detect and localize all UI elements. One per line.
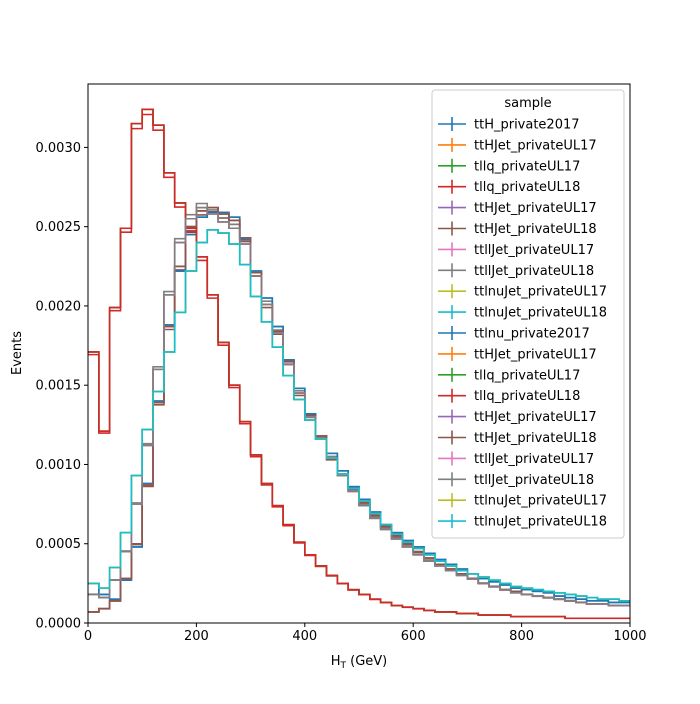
series-line-20 [88,229,630,602]
y-tick-label: 0.0020 [36,299,82,314]
legend-handle [438,200,466,215]
legend-entry-label: ttHJet_privateUL17 [474,201,597,216]
legend-box [431,89,625,539]
legend-handle [438,493,466,508]
legend-handle [438,367,466,382]
y-axis: 0.0000 0.0005 0.0010 0.0015 0.0020 0.0025 0.00… [36,141,88,632]
legend: samplettH_private2017ttHJet_privateUL17t… [431,89,625,539]
y-tick-label: 0.0025 [36,220,82,235]
legend-entry-label: ttlnuJet_privateUL17 [474,494,607,509]
legend-entry-label: tllq_privateUL18 [474,180,580,195]
x-tick-label: 1000 [613,629,646,644]
x-tick-label: 200 [184,629,209,644]
legend-handle [438,472,466,487]
legend-entry-label: ttlnu_private2017 [474,327,590,342]
x-tick-label: 0 [84,629,92,644]
legend-handle [438,179,466,194]
legend-entry-label: ttHJet_privateUL18 [474,222,597,237]
legend-entry-label: ttHJet_privateUL17 [474,138,597,153]
legend-handle [438,242,466,257]
legend-title: sample [504,96,551,111]
legend-entry-label: ttHJet_privateUL17 [474,347,597,362]
legend-entry-label: ttllJet_privateUL17 [474,452,594,467]
legend-entry-label: tllq_privateUL17 [474,368,580,383]
legend-handle [438,409,466,424]
series-line-18 [88,206,630,607]
legend-handle [438,346,466,361]
y-tick-label: 0.0000 [36,617,82,632]
legend-entry-label: ttllJet_privateUL17 [474,243,594,258]
legend-entry-label: ttlnuJet_privateUL18 [474,306,607,321]
y-tick-label: 0.0005 [36,537,82,552]
x-tick-label: 400 [292,629,317,644]
legend-entry-label: ttllJet_privateUL18 [474,264,594,279]
x-axis: 0 200 400 600 800 1000 [84,623,647,644]
legend-handle [438,158,466,173]
legend-handle [438,388,466,403]
x-tick-label: 600 [401,629,426,644]
legend-handle [438,430,466,445]
legend-entry-label: ttllJet_privateUL18 [474,473,594,488]
legend-entry-label: tllq_privateUL18 [474,389,580,404]
legend-handle [438,117,466,131]
legend-entry-label: ttHJet_privateUL18 [474,431,597,446]
legend-entry-label: ttH_private2017 [474,118,580,133]
legend-handle [438,284,466,299]
legend-entry-label: ttlnuJet_privateUL18 [474,515,607,530]
legend-entry-label: ttHJet_privateUL17 [474,410,597,425]
axes-frame [87,83,631,624]
legend-entry-label: tllq_privateUL17 [474,159,580,174]
legend-handle [438,137,466,152]
legend-handle [438,514,466,529]
series-line-14 [88,108,630,620]
x-axis-label: HT (GeV) [331,654,388,671]
legend-handle [438,451,466,466]
legend-entry-label: ttlnuJet_privateUL17 [474,285,607,300]
legend-handle [438,263,466,278]
y-tick-label: 0.0010 [36,458,82,473]
legend-handle [438,305,466,320]
y-tick-label: 0.0030 [36,141,82,156]
legend-handle [438,221,466,236]
series-layer [88,108,630,620]
x-tick-label: 800 [509,629,534,644]
y-tick-label: 0.0015 [36,379,82,394]
legend-handle [438,326,466,340]
y-axis-label: Events [10,331,25,375]
